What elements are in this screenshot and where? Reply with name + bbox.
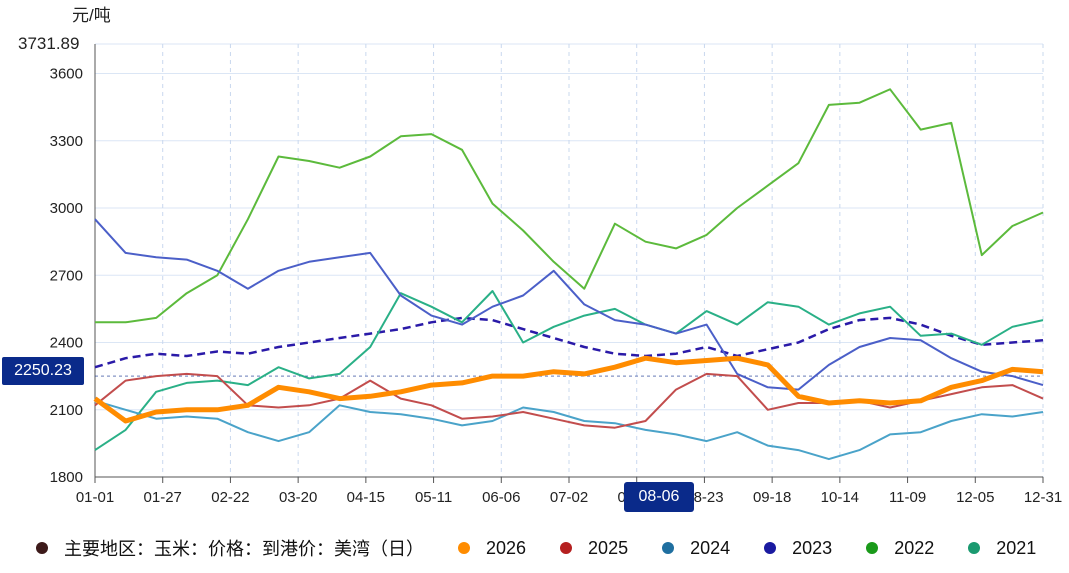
x-tick-label: 04-15 [347,489,385,506]
x-tick-label: 06-06 [482,489,520,506]
y-tick-labels: 1800 2100 2400 2700 3000 3300 3600 [50,66,83,486]
y-tick-label: 2100 [50,402,83,419]
y-tick-label: 2400 [50,335,83,352]
x-tick-label: 08-23 [685,489,723,506]
series-line-2026 [93,355,1044,424]
y-tick-label: 3000 [50,200,83,217]
x-tick-label: 03-20 [279,489,317,506]
x-tick-label: 10-14 [821,489,859,506]
y-tick-label: 1800 [50,469,83,486]
y-tick-label: 3300 [50,133,83,150]
crosshair-y-value: 2250.23 [2,357,84,385]
crosshair-x-date: 08-06 [624,482,694,512]
legend: 主要地区：玉米：价格：到港价：美湾（日） 2026 2025 2024 2023… [36,533,1069,563]
x-tick-label: 12-31 [1024,489,1062,506]
series-line-2024 [94,399,1044,461]
x-tick-label: 07-02 [550,489,588,506]
legend-item-2022[interactable]: 2022 [866,538,934,559]
x-tick-label: 09-18 [753,489,791,506]
legend-dot [764,542,777,554]
legend-item-2025[interactable]: 2025 [560,538,628,559]
legend-label: 2022 [894,537,935,558]
legend-item-main[interactable]: 主要地区：玉米：价格：到港价：美湾（日） [36,535,424,561]
legend-item-2024[interactable]: 2024 [662,538,730,559]
legend-dot [866,542,879,554]
legend-dot [36,542,48,554]
y-tick-label: 2700 [50,267,83,284]
legend-dot [560,542,573,554]
y-tick-label: 3600 [50,66,83,83]
legend-label: 2023 [792,537,833,558]
legend-item-2021[interactable]: 2021 [968,538,1036,559]
x-tick-label: 01-01 [76,489,114,506]
legend-label: 2024 [690,537,731,558]
legend-label: 2025 [588,537,629,558]
y-max-label: 3731.89 [18,34,80,53]
series-line-2021 [94,290,1044,451]
x-tick-label: 05-11 [415,489,452,506]
legend-dot [968,542,981,554]
legend-label: 2021 [996,537,1037,558]
legend-label: 主要地区：玉米：价格：到港价：美湾（日） [64,539,424,559]
x-tick-label: 11-09 [889,489,926,506]
series-lines [93,88,1044,461]
legend-dot [458,542,470,554]
series-line-2023 [94,218,1044,391]
x-tick-label: 12-05 [956,489,994,506]
legend-item-2026[interactable]: 2026 [458,538,526,559]
x-tick-labels: 01-01 01-27 02-22 03-20 04-15 05-11 06-06 07-02… [76,489,1062,506]
x-tick-label: 01-27 [144,489,182,506]
series-line-2022 [95,88,1044,324]
series-line-average [94,316,1044,369]
legend-dot [662,542,675,554]
x-tick-label: 02-22 [211,489,249,506]
legend-item-2023[interactable]: 2023 [764,538,832,559]
legend-label: 2026 [486,537,527,558]
series-line-2025 [94,372,1044,429]
y-axis-unit-label: 元/吨 [72,6,111,25]
